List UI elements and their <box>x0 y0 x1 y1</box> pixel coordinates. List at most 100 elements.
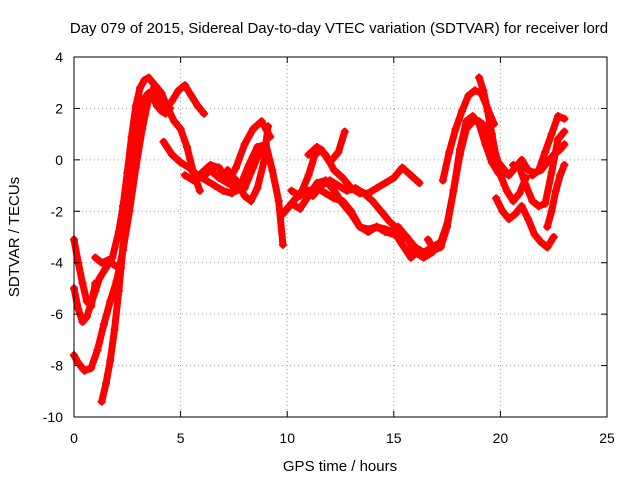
series-track-3 <box>97 89 174 406</box>
series-track-20 <box>492 194 558 252</box>
data-point <box>449 186 458 195</box>
data-point <box>524 166 533 175</box>
y-tick-label: -4 <box>51 255 64 271</box>
data-point <box>517 155 526 164</box>
data-point <box>119 243 128 252</box>
data-point <box>528 197 537 205</box>
data-point <box>140 94 149 103</box>
data-point <box>157 89 166 97</box>
data-point <box>304 150 313 159</box>
data-point <box>174 86 183 95</box>
data-point <box>180 171 189 180</box>
data-point <box>528 171 537 180</box>
data-point <box>406 171 415 180</box>
data-point <box>168 96 177 105</box>
data-point <box>289 197 298 205</box>
data-point <box>281 207 290 216</box>
data-point <box>560 127 569 136</box>
data-point <box>543 243 552 252</box>
data-point <box>232 163 241 172</box>
data-point <box>464 91 473 100</box>
data-point <box>176 125 185 133</box>
data-point <box>372 184 381 193</box>
data-point <box>165 104 174 113</box>
data-point <box>223 176 232 185</box>
data-point <box>451 125 460 133</box>
x-tick-label: 0 <box>70 430 78 446</box>
data-point <box>185 163 194 172</box>
data-point <box>394 222 403 231</box>
data-point <box>127 161 136 169</box>
series-track-7 <box>197 117 275 187</box>
data-point <box>78 317 87 326</box>
x-tick-label: 20 <box>493 430 509 446</box>
data-point <box>534 202 543 211</box>
data-point <box>530 230 539 239</box>
y-tick-label: -8 <box>51 358 64 374</box>
data-point <box>415 179 424 187</box>
data-point <box>543 222 552 231</box>
data-point <box>330 166 339 175</box>
data-point <box>219 186 228 195</box>
data-point <box>101 379 110 388</box>
data-point <box>249 163 258 172</box>
data-point <box>560 140 569 149</box>
data-point <box>197 168 206 177</box>
data-point <box>511 209 520 218</box>
data-point <box>492 194 501 203</box>
data-point <box>372 222 381 231</box>
data-point <box>342 186 351 195</box>
data-point <box>110 261 119 270</box>
x-tick-labels: 0 5 10 15 20 25 <box>70 430 615 446</box>
data-point <box>82 297 91 306</box>
data-point <box>78 279 87 288</box>
data-point <box>97 258 106 267</box>
series-line <box>309 176 445 256</box>
data-point <box>82 312 91 321</box>
data-point <box>340 127 349 136</box>
data-point <box>148 94 157 103</box>
data-point <box>136 107 145 115</box>
data-point <box>317 181 326 190</box>
data-point <box>313 143 322 151</box>
data-point <box>443 222 452 231</box>
data-point <box>91 253 100 262</box>
data-point <box>334 148 343 157</box>
data-point <box>381 179 390 187</box>
data-point <box>347 207 356 216</box>
data-point <box>338 173 347 182</box>
data-point <box>110 325 119 334</box>
plot-frame <box>73 56 608 418</box>
data-point <box>475 119 484 128</box>
data-point <box>547 207 556 216</box>
data-point <box>187 91 196 100</box>
data-point <box>398 163 407 172</box>
data-point <box>80 366 89 375</box>
y-tick-label: 4 <box>55 49 63 65</box>
data-point <box>189 176 198 185</box>
data-point <box>180 81 189 90</box>
x-tick-label: 10 <box>279 430 295 446</box>
data-point <box>334 181 343 190</box>
data-point <box>330 186 339 195</box>
data-point <box>560 161 569 169</box>
grid-lines <box>74 57 607 417</box>
data-point <box>93 346 102 355</box>
series-track-22 <box>528 112 569 180</box>
data-point <box>274 197 283 205</box>
data-point <box>419 253 428 262</box>
data-point <box>116 263 125 272</box>
data-point <box>355 222 364 231</box>
data-point <box>101 263 110 272</box>
series-track-23 <box>543 161 569 231</box>
data-point <box>470 86 479 95</box>
data-point <box>475 73 484 82</box>
data-point <box>321 150 330 159</box>
data-point <box>402 233 411 241</box>
data-point <box>210 181 219 190</box>
data-point <box>541 199 550 208</box>
data-point <box>259 158 268 167</box>
data-point <box>385 217 394 226</box>
data-point <box>458 107 467 115</box>
data-point <box>534 166 543 175</box>
